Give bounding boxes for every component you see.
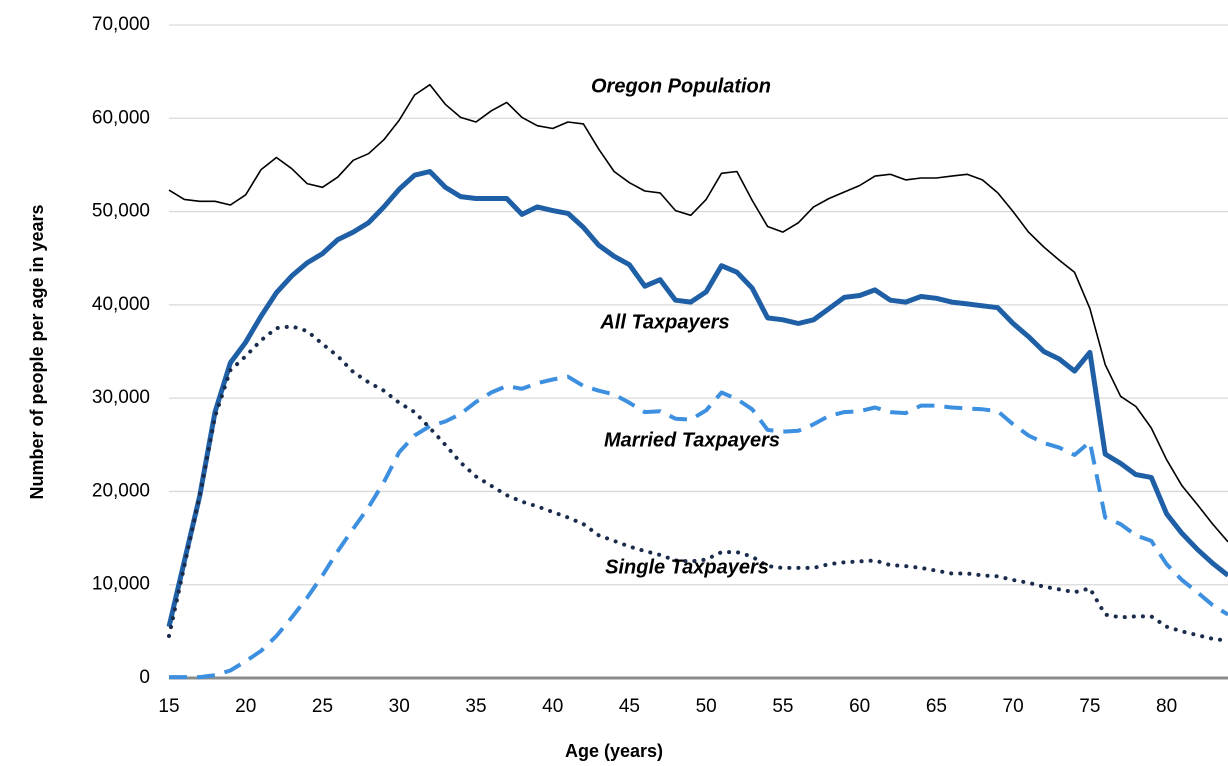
- y-tick-label: 50,000: [92, 201, 150, 222]
- x-tick-label: 80: [1156, 696, 1177, 717]
- series-line: [166, 169, 1228, 628]
- x-tick-label: 75: [1079, 696, 1100, 717]
- x-tick-label: 60: [849, 696, 870, 717]
- x-tick-label: 45: [619, 696, 640, 717]
- x-tick-label: 50: [696, 696, 717, 717]
- x-axis-title: Age (years): [565, 741, 663, 761]
- y-tick-label: 30,000: [92, 387, 150, 408]
- x-tick-label: 25: [312, 696, 333, 717]
- y-tick-label: 0: [139, 667, 150, 688]
- y-tick-label: 20,000: [92, 480, 150, 501]
- y-tick-label: 70,000: [92, 14, 150, 35]
- series-line: [167, 324, 1228, 643]
- x-tick-label: 35: [465, 696, 486, 717]
- y-tick-label: 10,000: [92, 574, 150, 595]
- x-tick-label: 65: [926, 696, 947, 717]
- series-label: All Taxpayers: [599, 311, 729, 333]
- x-tick-label: 20: [235, 696, 256, 717]
- x-tick-label: 15: [158, 696, 179, 717]
- series-label: Single Taxpayers: [605, 556, 769, 578]
- x-tick-label: 70: [1003, 696, 1024, 717]
- y-axis-title: Number of people per age in years: [27, 204, 47, 499]
- series-line: [168, 83, 1228, 543]
- x-tick-label: 40: [542, 696, 563, 717]
- x-tick-label: 30: [389, 696, 410, 717]
- y-tick-label: 40,000: [92, 294, 150, 315]
- y-tick-label: 60,000: [92, 107, 150, 128]
- series-label: Married Taxpayers: [604, 429, 780, 451]
- x-tick-label: 55: [772, 696, 793, 717]
- series-label: Oregon Population: [591, 75, 771, 97]
- series-line: [169, 374, 1228, 680]
